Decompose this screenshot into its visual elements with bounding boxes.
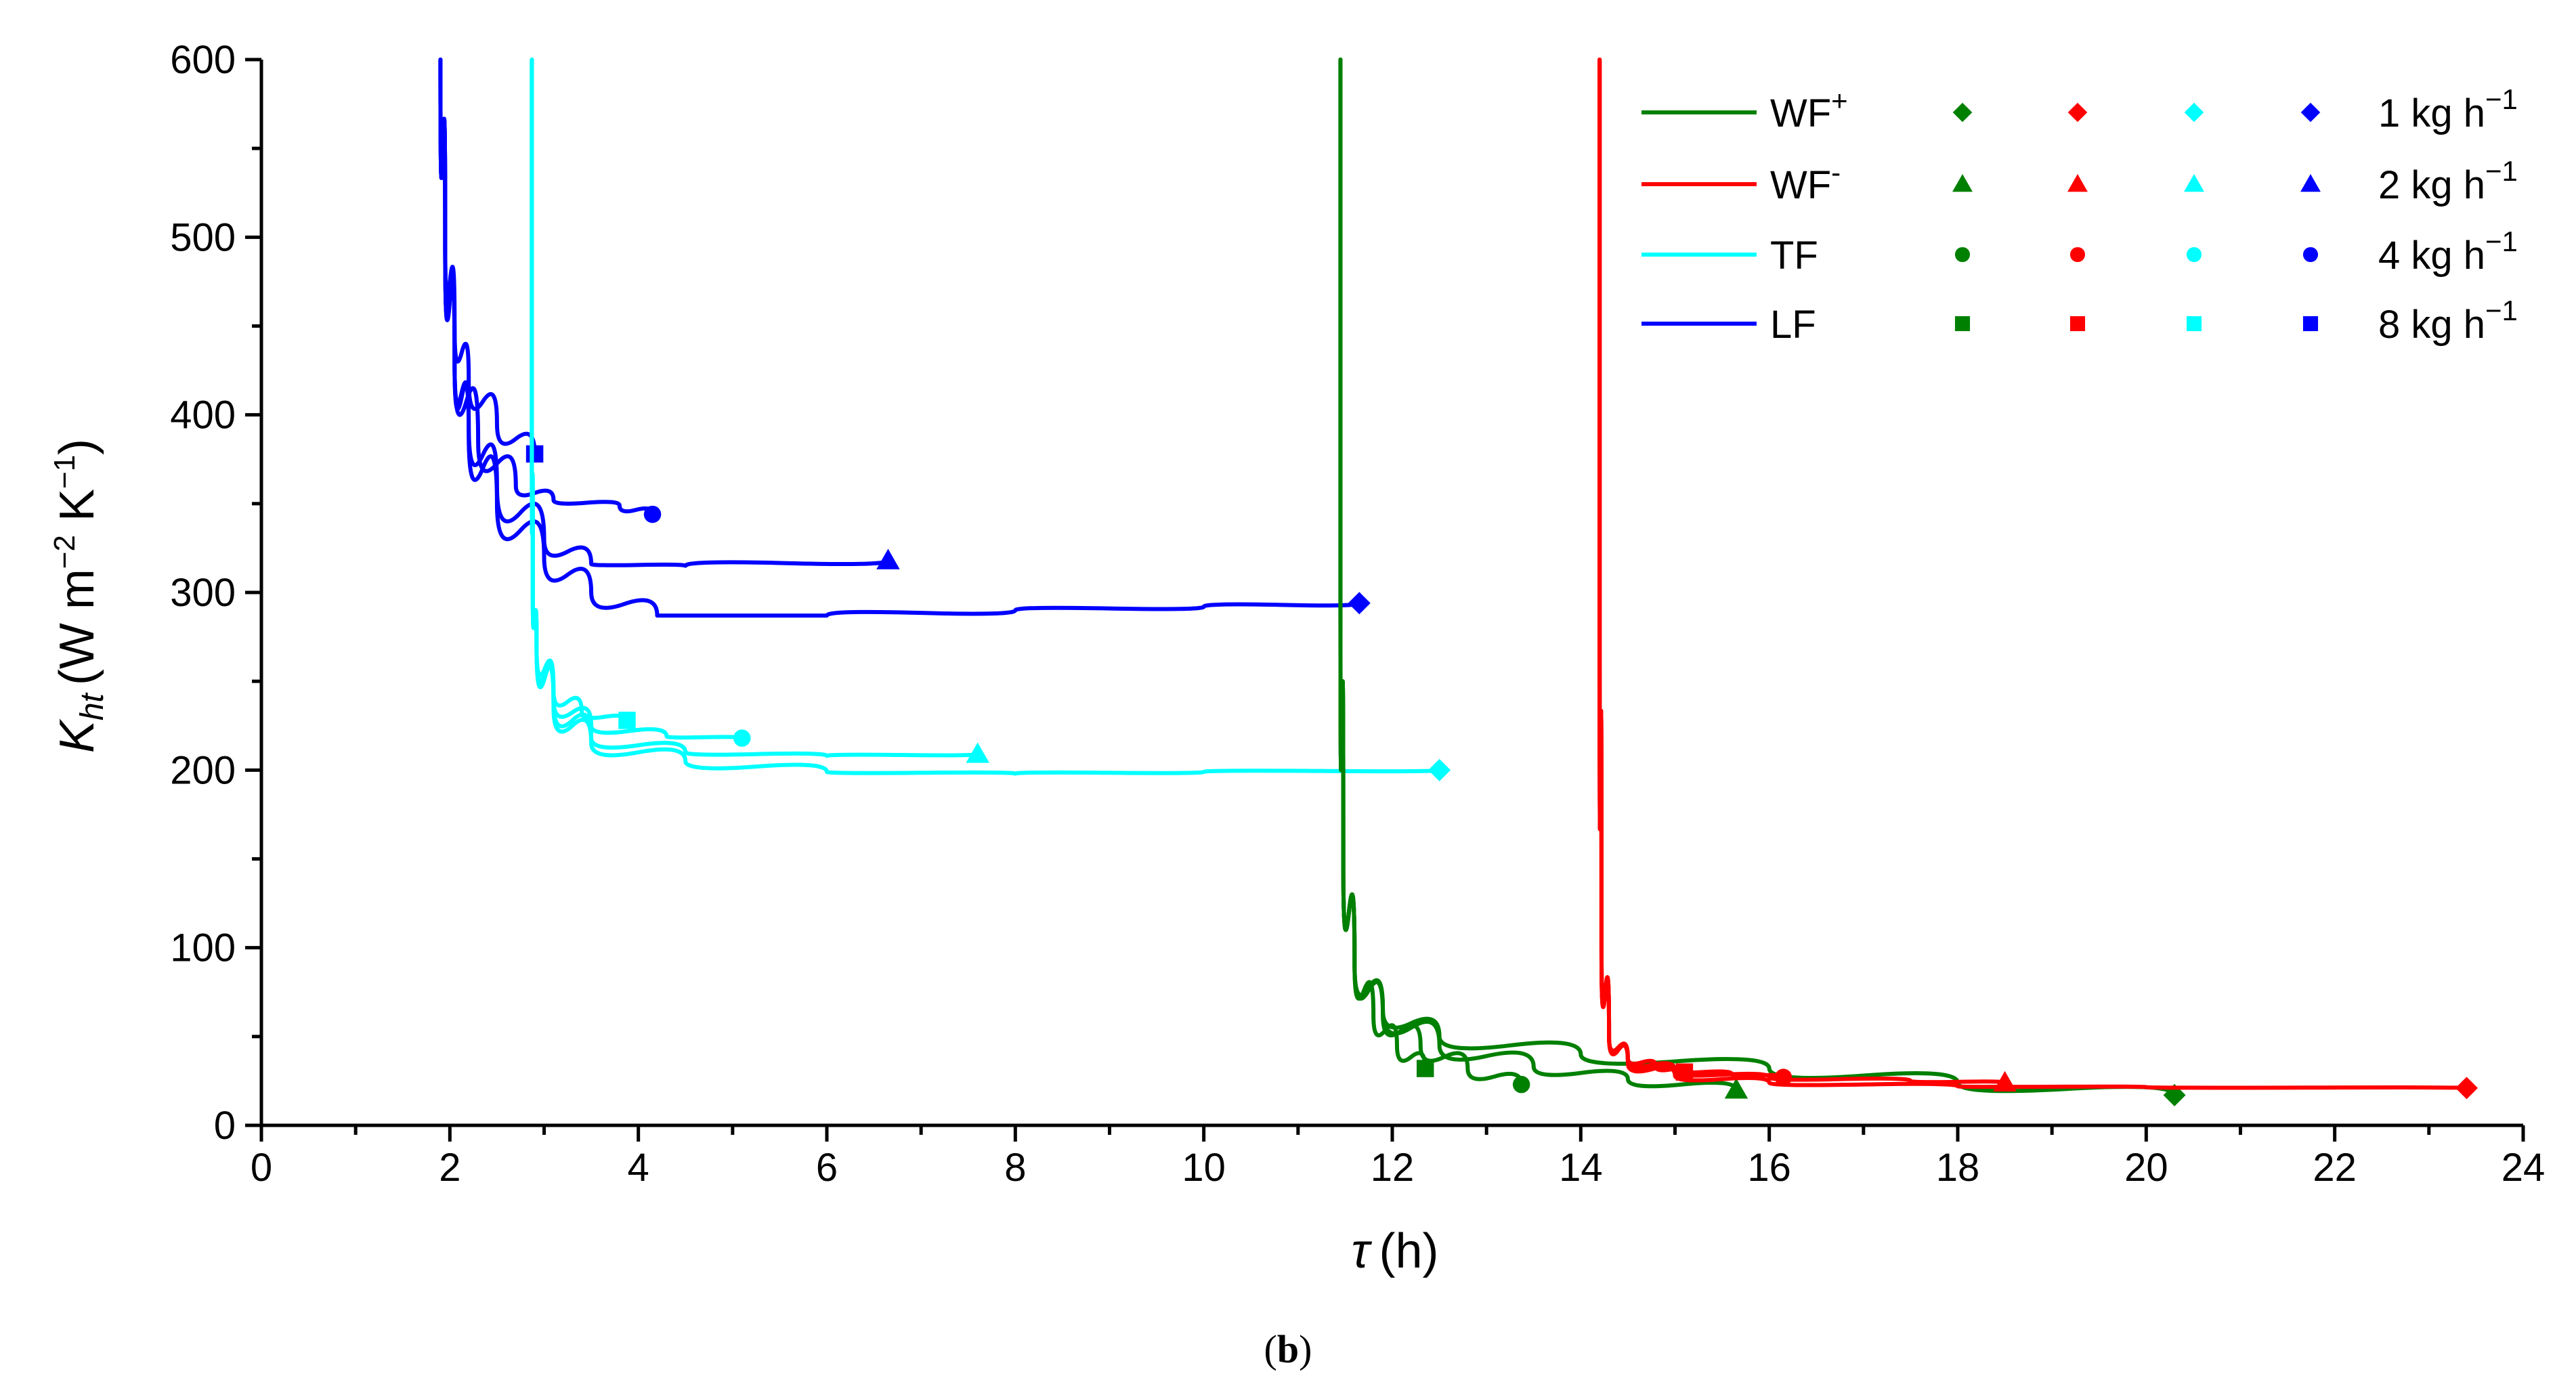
legend-marker-diamond <box>1952 102 1973 123</box>
series-marker-wf-plus-square <box>1416 1060 1434 1077</box>
series-marker-lf-diamond <box>1348 592 1371 615</box>
x-tick-label: 16 <box>1747 1146 1791 1190</box>
legend-label: WF- <box>1770 156 1841 207</box>
y-axis-subscript: ht <box>74 692 110 720</box>
series-marker-tf-triangle <box>966 742 989 763</box>
x-axis-symbol: τ <box>1352 1224 1373 1278</box>
legend-marker-circle <box>2302 246 2319 263</box>
legend-marker-square <box>2069 316 2086 332</box>
x-tick-label: 0 <box>251 1146 272 1190</box>
legend: WF+ WF- TF LF 1 kg h−1 2 kg h−1 4 kg h−1 8 kg h… <box>1641 83 2518 347</box>
x-tick-label: 6 <box>816 1146 838 1190</box>
x-tick-label: 8 <box>1004 1146 1026 1190</box>
legend-marker-square <box>2186 316 2202 332</box>
series-marker-wf-plus-triangle <box>1724 1078 1748 1099</box>
y-axis-title: Kht(W m−2 K−1) <box>48 439 110 753</box>
x-tick-label: 2 <box>439 1146 460 1190</box>
y-axis-unit-exp2: −1 <box>48 455 81 489</box>
series-line-wf-plus-square <box>1338 58 1427 1071</box>
x-tick-label: 20 <box>2124 1146 2168 1190</box>
legend-marker-circle <box>1954 246 1971 263</box>
caption-letter: b <box>1277 1327 1299 1371</box>
x-axis-unit: (h) <box>1379 1224 1438 1278</box>
x-tick-label: 22 <box>2313 1146 2357 1190</box>
series-marker-wf-minus-triangle <box>1993 1071 2017 1091</box>
legend-flow-label: 2 kg h−1 <box>2378 155 2518 207</box>
figure-caption: (b) <box>1264 1327 1312 1371</box>
y-tick-label: 300 <box>170 571 236 615</box>
x-tick-label: 24 <box>2502 1146 2546 1190</box>
y-tick-label: 600 <box>170 38 236 82</box>
series-line-wf-minus-square <box>1597 58 1687 1075</box>
legend-marker-diamond <box>2067 102 2088 123</box>
x-axis-title: τ (h) <box>1352 1224 1439 1278</box>
legend-marker-square <box>1954 316 1971 332</box>
y-tick-label: 400 <box>170 393 236 437</box>
legend-marker-triangle <box>2300 174 2321 192</box>
x-tick-label: 18 <box>1936 1146 1980 1190</box>
series-marker-lf-square <box>525 445 544 463</box>
series-marker-tf-square <box>618 712 636 729</box>
y-axis-unit-main: (W m <box>50 569 104 685</box>
y-tick-label: 0 <box>214 1104 236 1148</box>
legend-label: LF <box>1770 303 1816 347</box>
legend-marker-circle <box>2069 246 2086 263</box>
legend-marker-diamond <box>2184 102 2204 123</box>
legend-label: TF <box>1770 234 1818 278</box>
series-layer <box>438 58 2478 1106</box>
legend-label: WF+ <box>1770 85 1848 135</box>
legend-flow-label: 1 kg h−1 <box>2378 83 2518 135</box>
y-axis-unit-exp1: −2 <box>48 535 81 569</box>
y-tick-label: 500 <box>170 215 236 259</box>
y-axis-symbol: K <box>50 718 104 753</box>
legend-marker-triangle <box>1952 174 1973 192</box>
x-tick-label: 12 <box>1371 1146 1415 1190</box>
y-axis-unit-mid: K <box>50 489 104 535</box>
series-marker-wf-minus-square <box>1675 1063 1694 1081</box>
legend-flow-label: 4 kg h−1 <box>2378 225 2518 278</box>
series-line-tf-square <box>530 58 629 722</box>
x-tick-label: 14 <box>1559 1146 1603 1190</box>
x-tick-label: 10 <box>1182 1146 1226 1190</box>
x-tick-label: 4 <box>628 1146 649 1190</box>
series-marker-lf-triangle <box>876 548 900 569</box>
y-tick-label: 200 <box>170 748 236 792</box>
series-marker-wf-minus-diamond <box>2455 1077 2478 1100</box>
series-marker-wf-plus-circle <box>1512 1075 1530 1094</box>
series-marker-tf-diamond <box>1428 758 1451 781</box>
legend-marker-triangle <box>2067 174 2088 192</box>
legend-marker-triangle <box>2184 174 2204 192</box>
y-axis-unit-end: ) <box>50 439 104 455</box>
legend-marker-diamond <box>2300 102 2321 123</box>
y-tick-label: 100 <box>170 926 236 970</box>
series-marker-lf-circle <box>643 505 662 523</box>
series-marker-wf-minus-circle <box>1774 1068 1793 1086</box>
legend-marker-circle <box>2186 246 2202 263</box>
series-line-lf-square <box>438 58 537 456</box>
series-marker-tf-circle <box>733 729 751 747</box>
legend-marker-square <box>2302 316 2319 332</box>
legend-flow-label: 8 kg h−1 <box>2378 295 2518 347</box>
